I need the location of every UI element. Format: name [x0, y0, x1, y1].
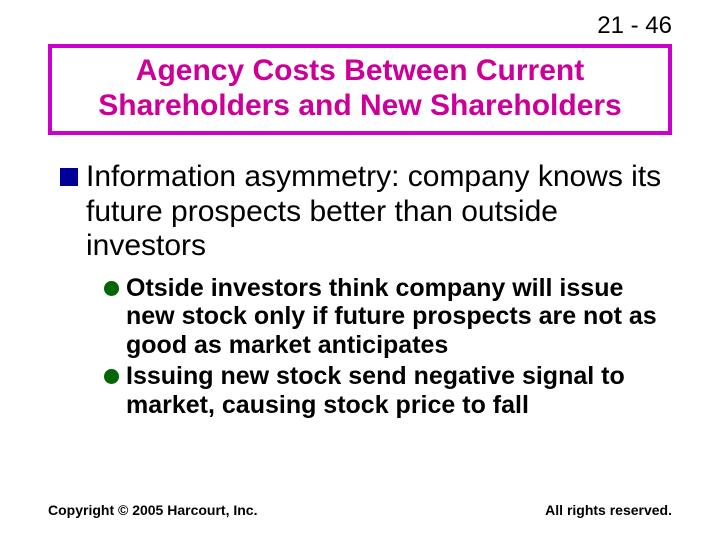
bullet-level1: Information asymmetry: company knows its… — [60, 160, 672, 264]
page-number: 21 - 46 — [597, 12, 672, 40]
square-bullet-icon — [60, 168, 78, 186]
bullet-level2: Issuing new stock send negative signal t… — [104, 362, 672, 420]
bullet-level2: Otside investors think company will issu… — [104, 274, 672, 360]
circle-bullet-icon — [104, 281, 119, 296]
bullet-level1-text: Information asymmetry: company knows its… — [86, 160, 672, 264]
bullet-level2-text: Otside investors think company will issu… — [126, 274, 672, 360]
slide-content: Information asymmetry: company knows its… — [60, 160, 672, 421]
footer-rights: All rights reserved. — [545, 502, 672, 518]
sub-bullet-list: Otside investors think company will issu… — [104, 274, 672, 420]
slide-title-box: Agency Costs Between Current Shareholder… — [48, 44, 672, 135]
footer-copyright: Copyright © 2005 Harcourt, Inc. — [48, 502, 257, 518]
circle-bullet-icon — [104, 369, 119, 384]
bullet-level2-text: Issuing new stock send negative signal t… — [126, 362, 672, 420]
slide-title: Agency Costs Between Current Shareholder… — [60, 54, 660, 123]
